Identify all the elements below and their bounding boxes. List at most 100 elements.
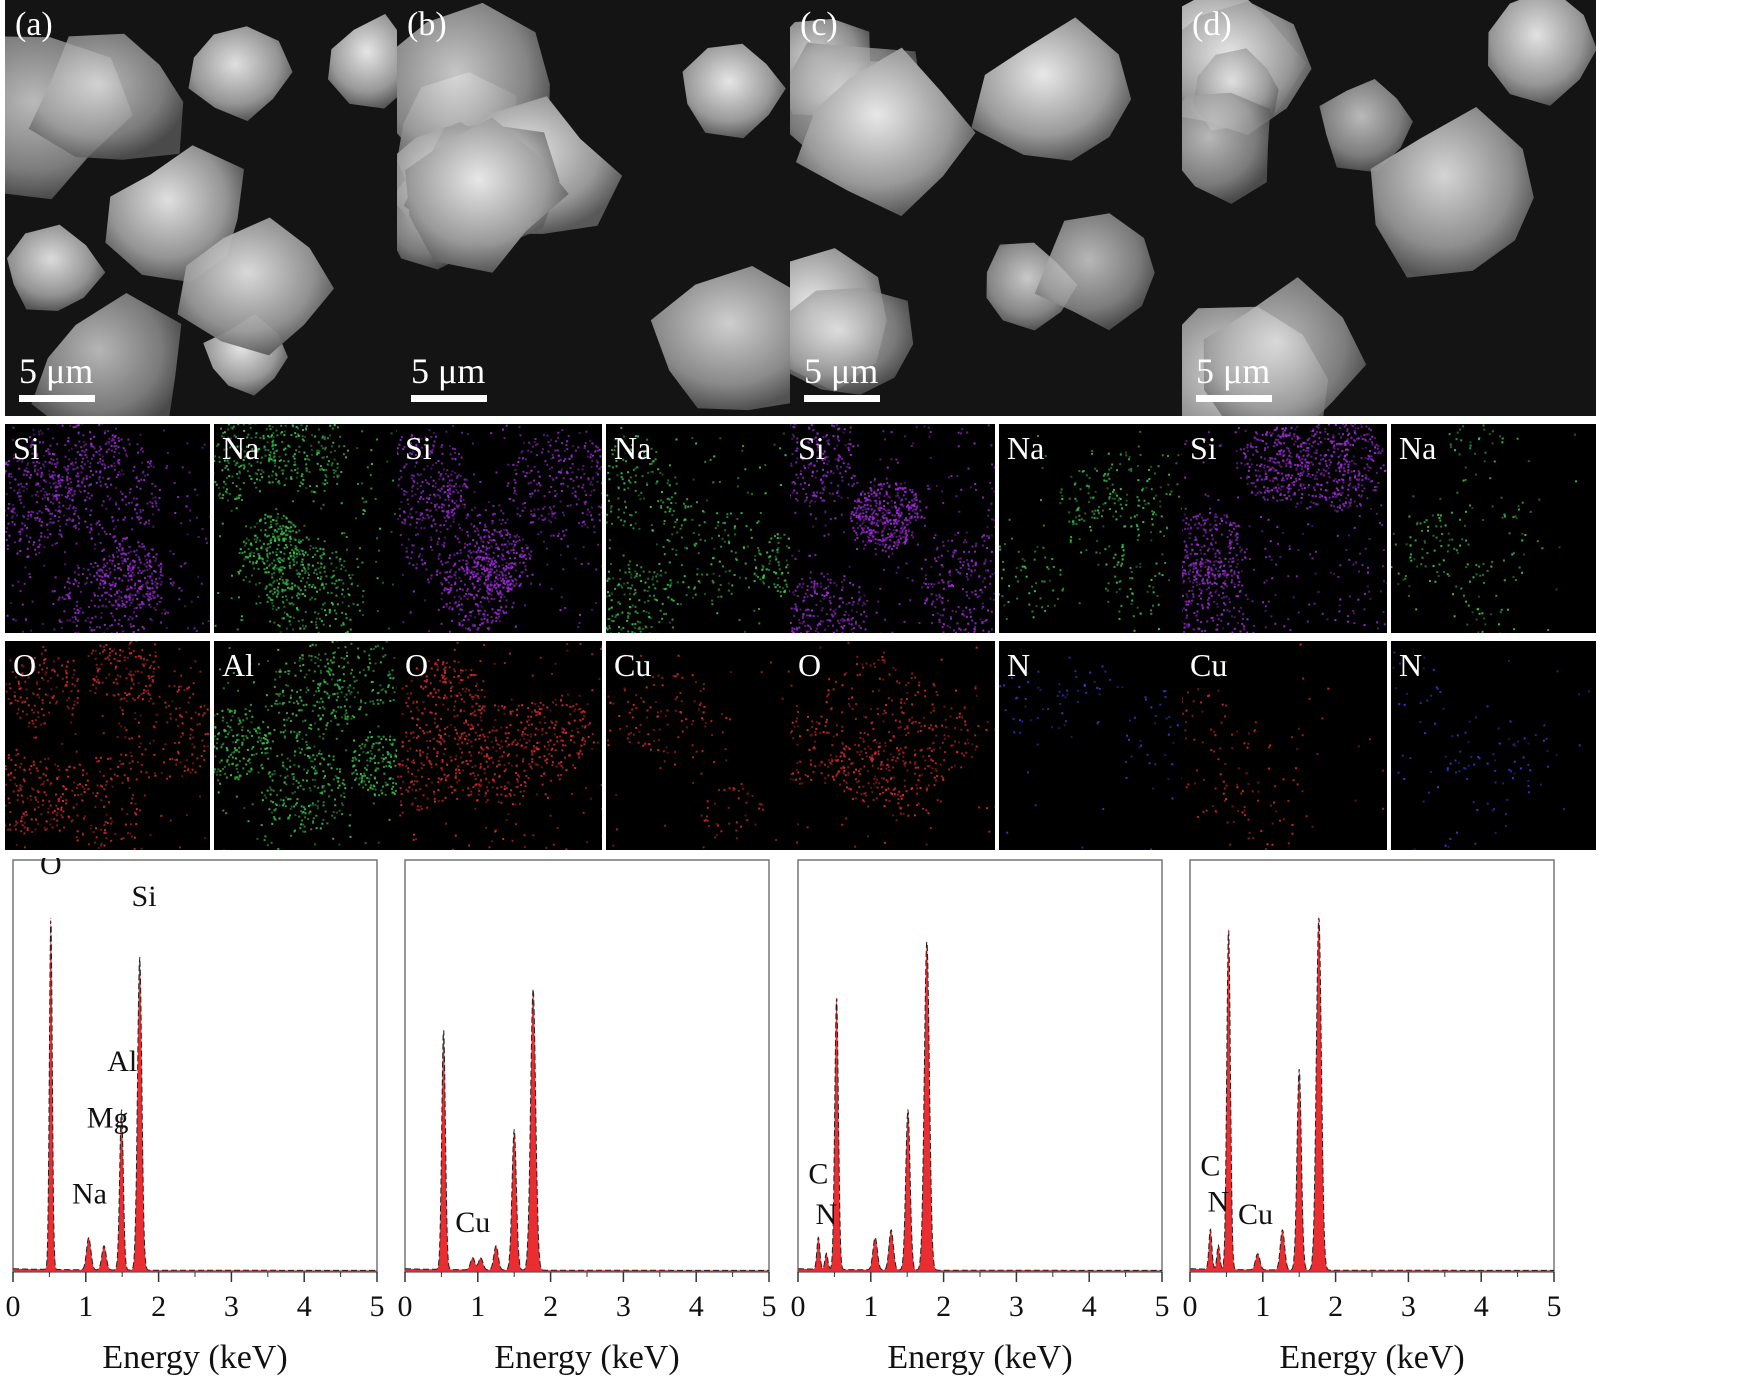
panel-b: (b) 5 μm Si Na O Cu 0 1 2 3 4 5 Energy (keV) Cu <box>397 0 811 1379</box>
element-label: Si <box>1190 430 1217 466</box>
x-tick-label: 2 <box>1328 1290 1343 1323</box>
spectrum-area <box>798 942 1162 1272</box>
x-tick-label: 4 <box>1082 1290 1097 1323</box>
particle <box>105 145 245 283</box>
peak-point <box>907 1110 909 1112</box>
x-axis-label: Energy (keV) <box>102 1339 287 1376</box>
panel-label: (d) <box>1192 6 1232 43</box>
peak-label: Al <box>107 1045 137 1078</box>
x-tick-label: 3 <box>616 1290 631 1323</box>
x-tick-label: 0 <box>398 1290 413 1323</box>
peak-point <box>88 1239 90 1241</box>
eds-map-o: O <box>397 641 602 850</box>
peak-point <box>495 1247 497 1249</box>
peak-point <box>480 1259 482 1261</box>
particle <box>682 43 786 139</box>
eds-map-na: Na <box>214 424 419 633</box>
x-tick-label: 0 <box>791 1290 806 1323</box>
scale-bar <box>19 395 95 402</box>
particle <box>1488 0 1596 106</box>
sem-image: (d) 5 μm <box>1182 0 1596 416</box>
peak-label: C <box>808 1158 828 1191</box>
particle <box>790 287 914 395</box>
eds-map-o: O <box>790 641 995 850</box>
particle <box>405 117 569 273</box>
scale-bar-label: 5 μm <box>1196 351 1271 391</box>
particle <box>795 47 976 217</box>
particle <box>188 26 293 122</box>
eds-map-na: Na <box>999 424 1204 633</box>
particle <box>650 266 811 411</box>
eds-map-o: O <box>5 641 210 850</box>
x-tick-label: 0 <box>6 1290 21 1323</box>
scale-bar-label: 5 μm <box>19 351 94 391</box>
x-tick-label: 2 <box>151 1290 166 1323</box>
spectrum-area <box>405 989 769 1272</box>
peak-point <box>120 1110 122 1112</box>
x-tick-label: 5 <box>1155 1290 1170 1323</box>
x-tick-label: 5 <box>762 1290 777 1323</box>
peak-label: Si <box>132 880 157 913</box>
scale-bar-label: 5 μm <box>804 351 879 391</box>
eds-map-na: Na <box>1391 424 1596 633</box>
peak-point <box>472 1259 474 1261</box>
sem-image: (a) 5 μm <box>5 0 419 416</box>
x-tick-label: 4 <box>297 1290 312 1323</box>
element-label: Na <box>222 430 260 466</box>
peak-point <box>50 917 52 919</box>
eds-map-si: Si <box>790 424 995 633</box>
eds-map-si: Si <box>1182 424 1387 633</box>
x-axis-label: Energy (keV) <box>1279 1339 1464 1376</box>
eds-spectrum: 0 1 2 3 4 5 Energy (keV) C N Cu <box>1182 858 1596 1379</box>
element-label: N <box>1007 647 1031 683</box>
peak-point <box>1228 929 1230 931</box>
peak-label: N <box>1208 1186 1230 1219</box>
peak-point <box>836 998 838 1000</box>
scale-bar <box>411 395 487 402</box>
x-tick-label: 3 <box>224 1290 239 1323</box>
peak-point <box>926 941 928 943</box>
eds-map-al: Al <box>214 641 419 850</box>
spectrum-line <box>405 988 769 1271</box>
peak-point <box>103 1247 105 1249</box>
spectrum-line <box>13 920 377 1271</box>
x-axis-label: Energy (keV) <box>887 1339 1072 1376</box>
spectrum-line <box>1190 917 1554 1271</box>
plot-frame <box>797 859 1163 1273</box>
x-tick-label: 1 <box>470 1290 485 1323</box>
peak-point <box>1217 1247 1219 1249</box>
plot-frame <box>12 859 378 1273</box>
particle <box>28 33 184 160</box>
eds-map-si: Si <box>5 424 210 633</box>
sem-image: (c) 5 μm <box>790 0 1204 416</box>
element-label: O <box>405 647 429 683</box>
peak-label: N <box>816 1198 838 1231</box>
particle <box>177 217 334 356</box>
x-tick-label: 3 <box>1401 1290 1416 1323</box>
eds-map-cu: Cu <box>1182 641 1387 850</box>
x-axis-label: Energy (keV) <box>494 1339 679 1376</box>
x-tick-label: 3 <box>1009 1290 1024 1323</box>
element-label: Si <box>405 430 432 466</box>
scale-bar <box>1196 395 1272 402</box>
panel-label: (a) <box>15 6 53 43</box>
peak-point <box>890 1231 892 1233</box>
peak-label: Mg <box>87 1101 129 1134</box>
element-label: O <box>13 647 37 683</box>
scale-bar-label: 5 μm <box>411 351 486 391</box>
particle <box>1034 213 1155 331</box>
peak-label: C <box>1200 1150 1220 1183</box>
x-tick-label: 2 <box>543 1290 558 1323</box>
peak-point <box>1257 1255 1259 1257</box>
panel-label: (c) <box>800 6 838 43</box>
spectrum-line <box>798 941 1162 1271</box>
peak-point <box>817 1239 819 1241</box>
element-label: Si <box>13 430 40 466</box>
panel-d: (d) 5 μm Si Na Cu N 0 1 2 3 4 5 Energy (keV) C N Cu <box>1182 0 1596 1379</box>
peak-point <box>513 1130 515 1132</box>
eds-spectrum: 0 1 2 3 4 5 Energy (keV) C N <box>790 858 1204 1379</box>
panel-label: (b) <box>407 6 447 43</box>
eds-map-n: N <box>1391 641 1596 850</box>
particle <box>1182 92 1271 204</box>
peak-point <box>1298 1070 1300 1072</box>
